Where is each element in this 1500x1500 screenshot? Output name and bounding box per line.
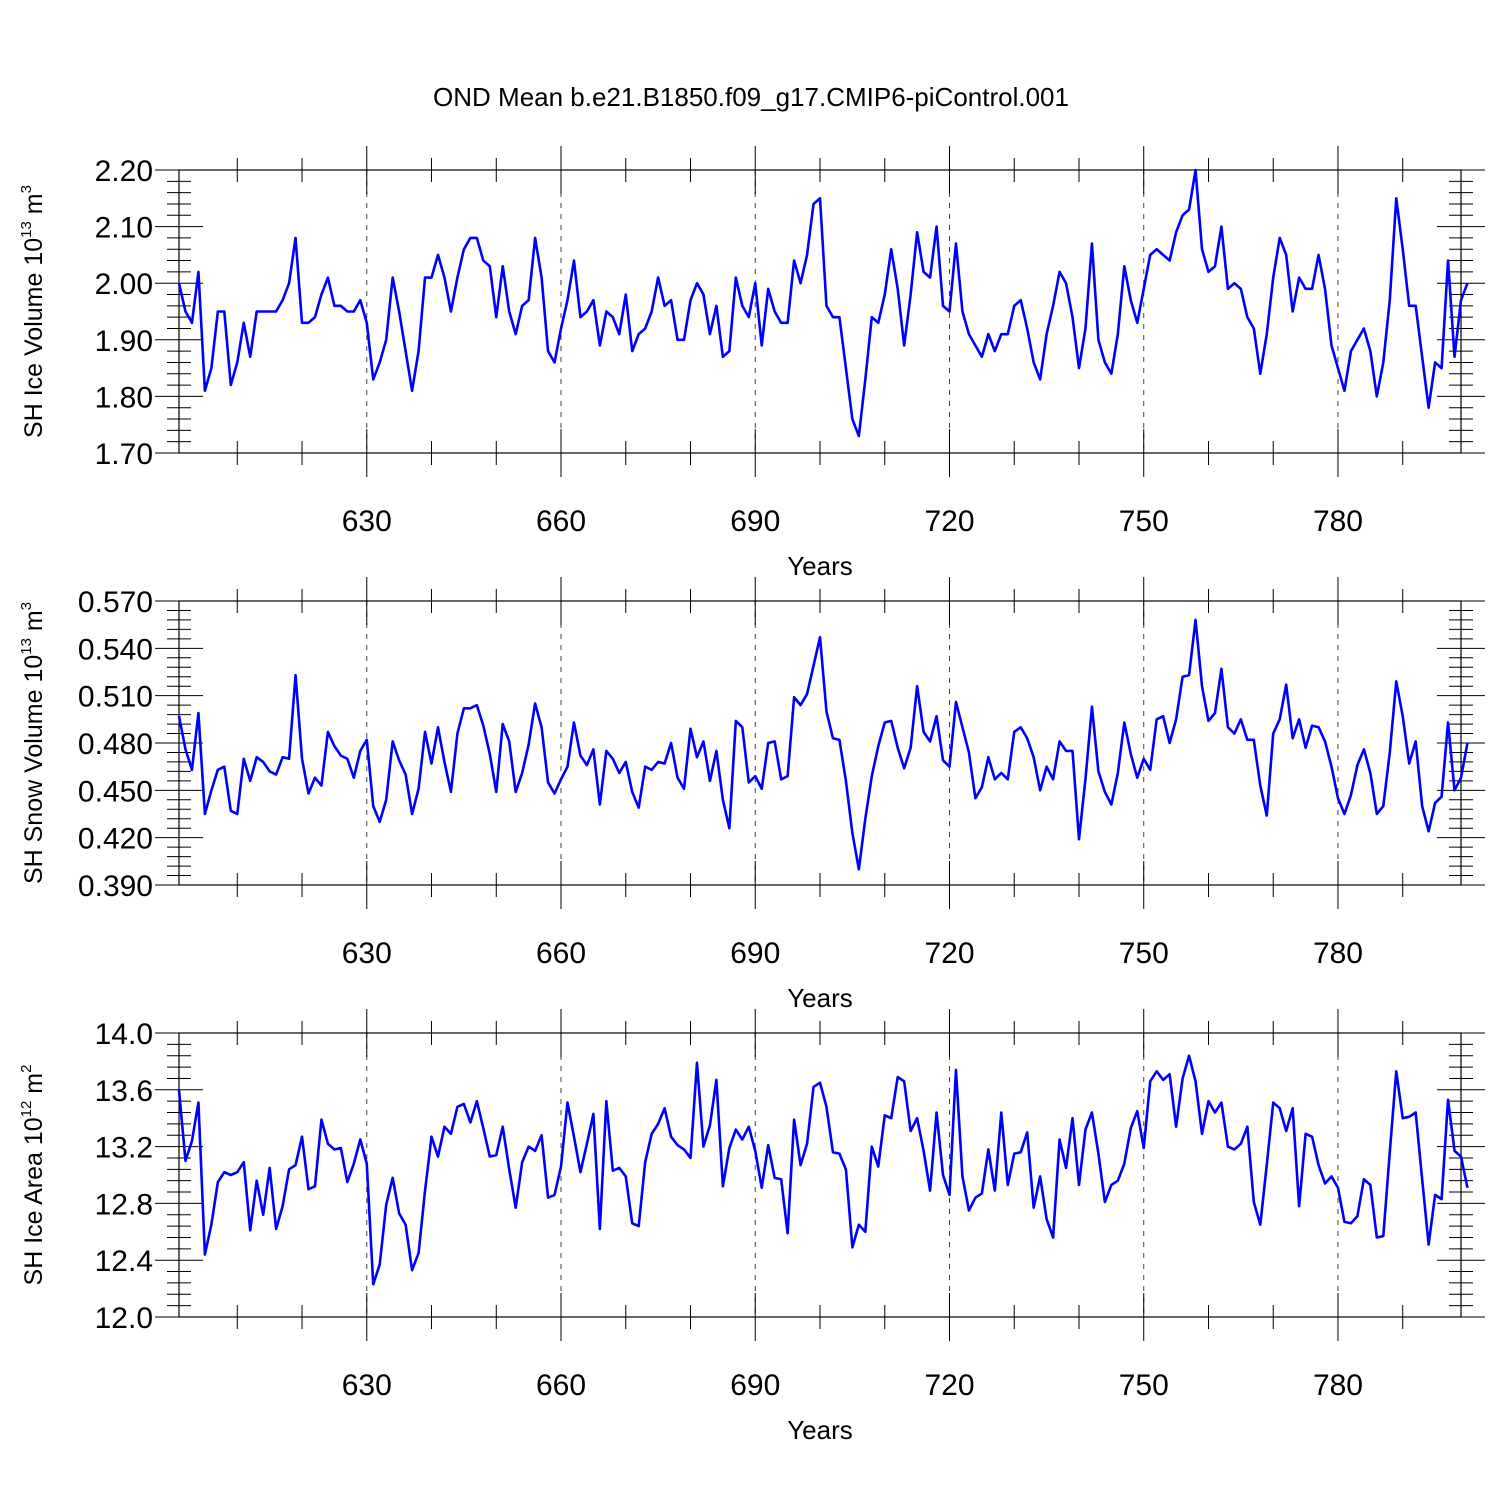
x-tick-label: 630 bbox=[342, 505, 392, 538]
x-axis-label: Years bbox=[787, 1415, 853, 1445]
x-tick-label: 780 bbox=[1313, 505, 1363, 538]
x-axis-label: Years bbox=[787, 983, 853, 1013]
y-axis-label-unit-exponent: 3 bbox=[18, 602, 35, 610]
y-tick-label: 0.390 bbox=[78, 870, 153, 903]
y-axis-label: SH Snow Volume 1013 m3 bbox=[18, 602, 48, 884]
series-line bbox=[177, 1054, 1469, 1286]
series-line bbox=[177, 168, 1469, 438]
y-tick-label: 0.480 bbox=[78, 728, 153, 761]
y-tick-label: 1.80 bbox=[95, 381, 153, 414]
y-axis-label-main: SH Ice Area 10 bbox=[20, 1117, 48, 1285]
y-tick-label: 0.540 bbox=[78, 633, 153, 666]
y-axis-label-main: SH Ice Volume 10 bbox=[20, 238, 48, 438]
y-tick-label: 12.4 bbox=[95, 1245, 153, 1278]
y-axis-label-unit: m bbox=[20, 610, 48, 638]
y-tick-label: 0.420 bbox=[78, 823, 153, 856]
y-tick-label: 2.20 bbox=[95, 155, 153, 188]
y-tick-label: 1.90 bbox=[95, 325, 153, 358]
x-tick-label: 720 bbox=[924, 937, 974, 970]
y-tick-label: 12.8 bbox=[95, 1188, 153, 1221]
x-tick-label: 750 bbox=[1119, 937, 1169, 970]
x-tick-label: 690 bbox=[730, 1369, 780, 1402]
y-axis-label: SH Ice Volume 1013 m3 bbox=[18, 185, 48, 438]
chart-title: OND Mean b.e21.B1850.f09_g17.CMIP6-piCon… bbox=[433, 82, 1069, 112]
y-axis-label-unit: m bbox=[20, 1073, 48, 1101]
x-tick-label: 750 bbox=[1119, 505, 1169, 538]
y-axis-label-exponent: 13 bbox=[18, 221, 35, 238]
y-tick-label: 14.0 bbox=[95, 1018, 153, 1051]
x-tick-label: 660 bbox=[536, 505, 586, 538]
x-tick-label: 720 bbox=[924, 505, 974, 538]
panel-1: 1.70 1.80 1.90 2.00 2.10 2.20 630 660 690 720 750 7… bbox=[18, 146, 1485, 581]
series-line bbox=[177, 618, 1469, 871]
plot-frame bbox=[178, 1032, 1462, 1318]
x-tick-label: 780 bbox=[1313, 937, 1363, 970]
y-tick-label: 13.2 bbox=[95, 1132, 153, 1165]
panel-2: 0.390 0.420 0.450 0.480 0.510 0.540 0.570 630 66… bbox=[18, 577, 1485, 1013]
plot-frame bbox=[178, 600, 1462, 886]
x-axis-label: Years bbox=[787, 551, 853, 581]
x-tick-label: 720 bbox=[924, 1369, 974, 1402]
x-tick-label: 660 bbox=[536, 937, 586, 970]
x-tick-label: 630 bbox=[342, 937, 392, 970]
y-axis-label-unit-exponent: 3 bbox=[18, 185, 35, 193]
y-tick-label: 0.570 bbox=[78, 586, 153, 619]
panel-3: 12.0 12.4 12.8 13.2 13.6 14.0 630 660 690 720 750 7… bbox=[18, 1009, 1485, 1445]
y-tick-label: 13.6 bbox=[95, 1075, 153, 1108]
y-axis-label-unit: m bbox=[20, 193, 48, 221]
y-tick-label: 0.510 bbox=[78, 681, 153, 714]
panels: 1.70 1.80 1.90 2.00 2.10 2.20 630 660 690 720 750 7… bbox=[18, 146, 1485, 1445]
x-tick-label: 750 bbox=[1119, 1369, 1169, 1402]
x-tick-label: 690 bbox=[730, 937, 780, 970]
y-axis-label-exponent: 12 bbox=[18, 1101, 35, 1118]
y-axis-label-main: SH Snow Volume 10 bbox=[20, 655, 48, 884]
y-axis-label-unit-exponent: 2 bbox=[18, 1065, 35, 1073]
y-axis-label: SH Ice Area 1012 m2 bbox=[18, 1065, 48, 1286]
x-tick-label: 780 bbox=[1313, 1369, 1363, 1402]
y-tick-label: 1.70 bbox=[95, 438, 153, 471]
y-tick-label: 2.00 bbox=[95, 268, 153, 301]
x-tick-label: 690 bbox=[730, 505, 780, 538]
y-tick-label: 12.0 bbox=[95, 1302, 153, 1335]
x-tick-label: 630 bbox=[342, 1369, 392, 1402]
y-axis-label-exponent: 13 bbox=[18, 638, 35, 655]
y-tick-label: 2.10 bbox=[95, 212, 153, 245]
y-tick-label: 0.450 bbox=[78, 775, 153, 808]
x-tick-label: 660 bbox=[536, 1369, 586, 1402]
